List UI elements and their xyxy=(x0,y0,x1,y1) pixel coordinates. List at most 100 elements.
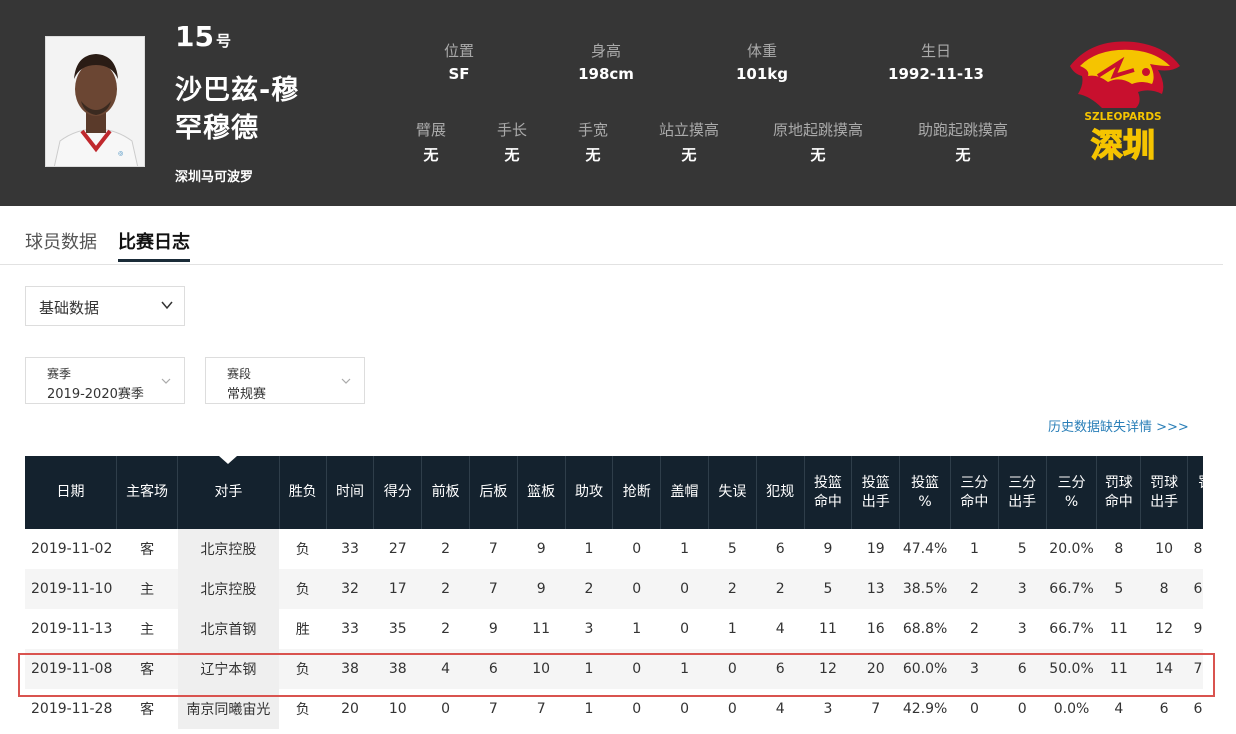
table-cell: 5 xyxy=(998,529,1047,569)
attr-standing-vertical: 原地起跳摸高无 xyxy=(772,121,863,164)
table-cell: 负 xyxy=(279,529,327,569)
table-cell: 0 xyxy=(708,689,757,729)
table-cell: 北京首钢 xyxy=(177,609,280,649)
chevron-down-icon xyxy=(161,301,173,310)
table-cell: 辽宁本钢 xyxy=(177,649,280,689)
game-log-table: 日期 主客场 对手 胜负 时间 得分 前板 后板 篮板 助攻 抢断 盖帽 失误 犯规 投篮 命中 投篮 出手 投篮%… xyxy=(25,456,1203,734)
table-cell: 0 xyxy=(612,529,661,569)
table-cell: 33 xyxy=(326,529,374,569)
table-cell: 20 xyxy=(326,689,374,729)
stage-select[interactable]: 赛段 常规赛 xyxy=(205,357,365,404)
table-cell: 客 xyxy=(116,529,178,569)
table-cell: 11 xyxy=(1096,609,1141,649)
player-name: 沙巴兹-穆罕穆德 xyxy=(175,75,300,144)
table-cell: 7 xyxy=(517,689,566,729)
table-row[interactable]: 2019-11-08 客辽宁本钢负 38 38 4 6 10 1 0 1 0 6 12 20 60.0% 3 6… xyxy=(25,649,1203,689)
jersey-number: 15 号 xyxy=(175,20,231,53)
column-header[interactable]: 投篮 出手 xyxy=(851,456,901,529)
table-cell: 9 xyxy=(804,529,852,569)
table-cell: 11 xyxy=(517,609,566,649)
column-header[interactable]: 犯规 xyxy=(756,456,805,529)
table-cell: 1 xyxy=(950,529,999,569)
attr-standing-reach: 站立摸高无 xyxy=(658,121,719,164)
table-cell: 主 xyxy=(116,569,178,609)
tab-game-log[interactable]: 比赛日志 xyxy=(118,232,190,253)
table-cell: 1 xyxy=(565,529,613,569)
column-header[interactable]: 罚球% xyxy=(1187,456,1203,529)
column-header[interactable]: 三分 命中 xyxy=(950,456,999,529)
table-cell: 14 xyxy=(1140,649,1188,689)
column-header[interactable]: 投篮% xyxy=(899,456,951,529)
table-cell: 0 xyxy=(421,689,470,729)
table-cell: 南京同曦宙光 xyxy=(177,689,280,729)
attr-hand-length: 手长无 xyxy=(496,121,527,164)
stat-type-select[interactable]: 基础数据 xyxy=(25,286,185,326)
table-cell: 6 xyxy=(1140,689,1188,729)
table-cell: 78.6% xyxy=(1187,649,1203,689)
column-header[interactable]: 对手 xyxy=(177,456,280,529)
table-cell: 主 xyxy=(116,609,178,649)
table-cell: 1 xyxy=(660,529,709,569)
tab-player-stats[interactable]: 球员数据 xyxy=(25,232,97,253)
chevron-down-icon xyxy=(161,378,171,384)
table-body: 2019-11-02 客北京控股负 33 27 2 7 9 1 0 1 5 6 9 19 47.4% 1 5 20… xyxy=(25,529,1203,729)
table-row[interactable]: 2019-11-10 主北京控股负 32 17 2 7 9 2 0 0 2 2 5 13 38.5% 2 3 66… xyxy=(25,569,1203,609)
column-header[interactable]: 日期 xyxy=(25,456,118,529)
table-cell: 7 xyxy=(469,689,518,729)
table-cell: 20.0% xyxy=(1046,529,1097,569)
active-tab-indicator xyxy=(118,259,190,262)
column-header[interactable]: 罚球 命中 xyxy=(1096,456,1142,529)
table-cell: 4 xyxy=(1096,689,1141,729)
table-cell: 2019-11-28 xyxy=(25,689,117,729)
table-cell: 2019-11-10 xyxy=(25,569,117,609)
table-cell: 66.7% xyxy=(1046,569,1097,609)
column-header[interactable]: 后板 xyxy=(469,456,518,529)
table-cell: 33 xyxy=(326,609,374,649)
column-header[interactable]: 胜负 xyxy=(279,456,327,529)
table-cell: 2 xyxy=(565,569,613,609)
column-header[interactable]: 篮板 xyxy=(517,456,566,529)
attr-height: 身高 198cm xyxy=(578,42,634,83)
column-header[interactable]: 盖帽 xyxy=(660,456,709,529)
table-cell: 11 xyxy=(1096,649,1141,689)
table-row[interactable]: 2019-11-02 客北京控股负 33 27 2 7 9 1 0 1 5 6 9 19 47.4% 1 5 20… xyxy=(25,529,1203,569)
column-header[interactable]: 投篮 命中 xyxy=(804,456,853,529)
table-cell: 0 xyxy=(612,689,661,729)
table-row[interactable]: 2019-11-28 客南京同曦宙光负 20 10 0 7 7 1 0 0 0 4 3 7 42.9% 0 0 0… xyxy=(25,689,1203,729)
column-header[interactable]: 时间 xyxy=(326,456,375,529)
table-cell: 0 xyxy=(660,609,709,649)
tab-divider xyxy=(0,264,1223,265)
table-cell: 1 xyxy=(708,609,757,649)
column-header[interactable]: 三分 出手 xyxy=(998,456,1047,529)
table-cell: 9 xyxy=(517,529,566,569)
table-cell: 13 xyxy=(851,569,900,609)
history-missing-link[interactable]: 历史数据缺失详情 >>> xyxy=(1048,420,1189,435)
attr-birthday: 生日 1992-11-13 xyxy=(888,42,984,83)
table-row[interactable]: 2019-11-13 主北京首钢胜 33 35 2 9 11 3 1 0 1 4 11 16 68.8% 2 3… xyxy=(25,609,1203,649)
column-header[interactable]: 助攻 xyxy=(565,456,614,529)
column-header[interactable]: 前板 xyxy=(421,456,470,529)
column-header[interactable]: 主客场 xyxy=(116,456,179,529)
table-cell: 0 xyxy=(708,649,757,689)
svg-text:SZLEOPARDS: SZLEOPARDS xyxy=(1084,111,1161,123)
column-header[interactable]: 罚球 出手 xyxy=(1140,456,1188,529)
svg-text:◎: ◎ xyxy=(118,150,123,157)
table-cell: 66.7% xyxy=(1187,689,1203,729)
table-cell: 客 xyxy=(116,649,178,689)
column-header[interactable]: 得分 xyxy=(373,456,423,529)
table-cell: 50.0% xyxy=(1046,649,1097,689)
season-select[interactable]: 赛季 2019-2020赛季 xyxy=(25,357,185,404)
table-cell: 1 xyxy=(565,649,613,689)
attr-position: 位置 SF xyxy=(443,42,474,83)
table-cell: 0 xyxy=(660,569,709,609)
table-cell: 0 xyxy=(950,689,999,729)
table-cell: 4 xyxy=(756,689,805,729)
table-cell: 66.7% xyxy=(1046,609,1097,649)
table-cell: 47.4% xyxy=(899,529,951,569)
column-header[interactable]: 抢断 xyxy=(612,456,662,529)
column-header[interactable]: 三分% xyxy=(1046,456,1098,529)
column-header[interactable]: 失误 xyxy=(708,456,757,529)
player-photo: ◎ xyxy=(45,36,145,167)
table-cell: 60.0% xyxy=(899,649,951,689)
table-cell: 客 xyxy=(116,689,178,729)
